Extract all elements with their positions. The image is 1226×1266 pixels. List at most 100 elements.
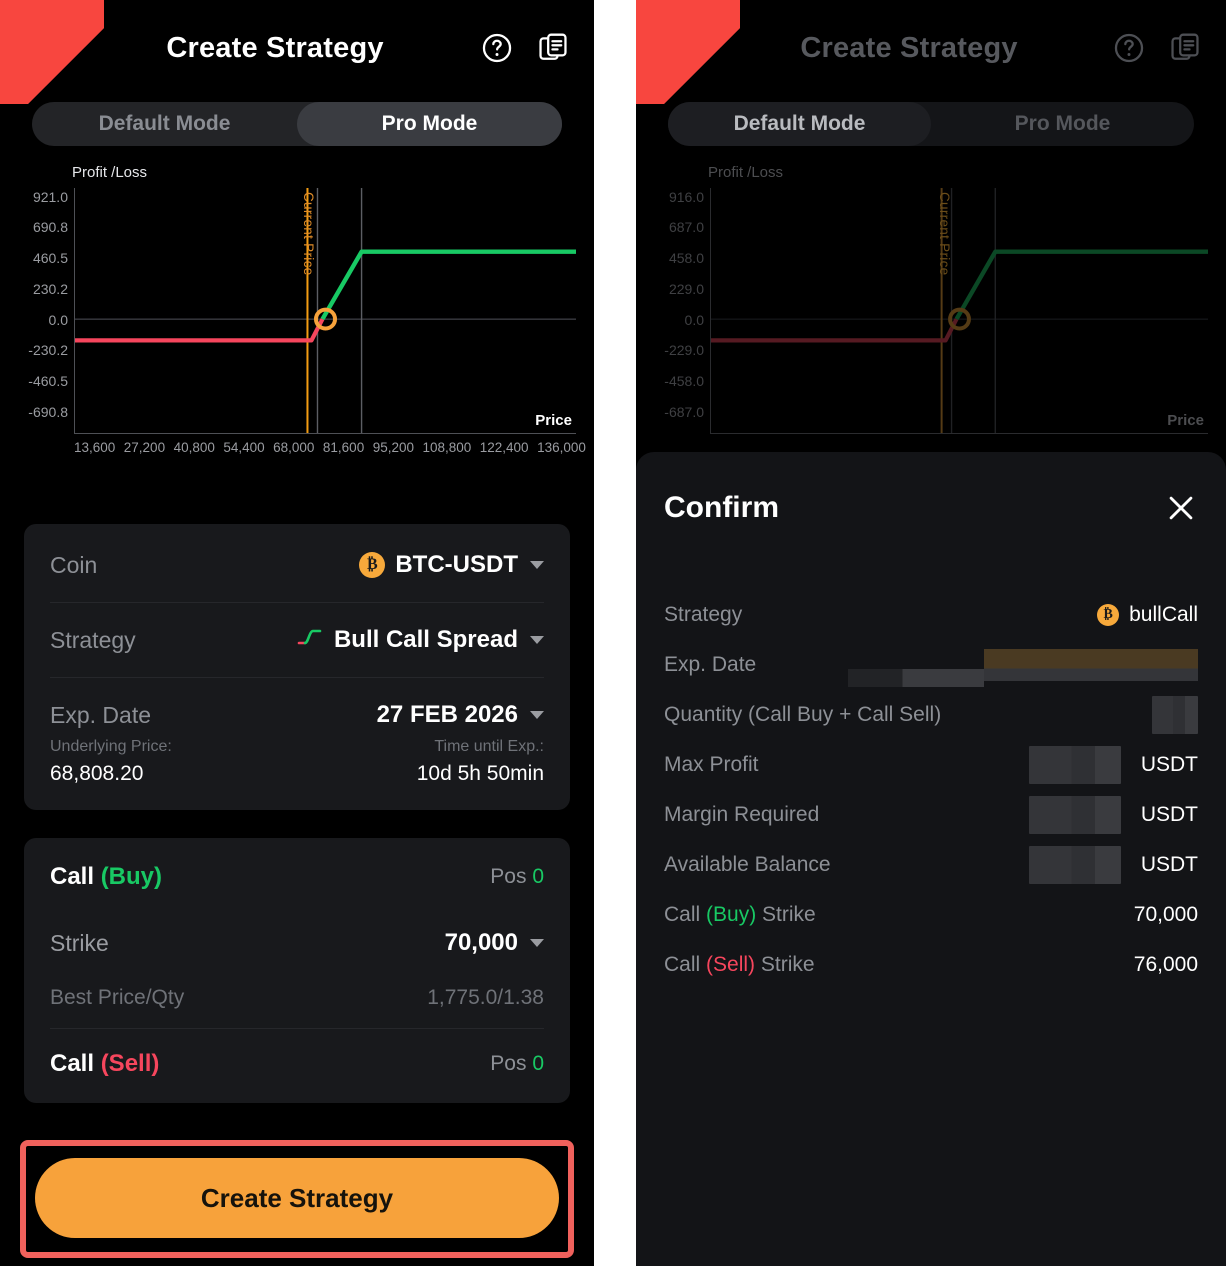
confirm-row-label: Strategy [664, 603, 743, 626]
tab-pro-mode[interactable]: Pro Mode [297, 102, 562, 146]
redacted-value [1028, 796, 1121, 834]
call-sell-title-main: Call [50, 1050, 95, 1077]
y-tick: -460.5 [28, 373, 68, 390]
confirm-row-unit: USDT [1140, 753, 1198, 776]
confirm-row-max-profit: Max Profit USDT [664, 740, 1198, 790]
expiry-date-row[interactable]: Exp. Date 27 FEB 2026 [50, 678, 544, 752]
call-buy-title: Call (Buy) [50, 863, 162, 891]
x-tick: 95,200 [372, 440, 414, 455]
confirm-row-label: Call (Sell) Strike [664, 953, 815, 977]
confirm-row-value-text: bullCall [1129, 603, 1198, 626]
y-tick: 0.0 [684, 311, 704, 328]
close-x-icon[interactable] [1164, 491, 1198, 525]
chart-plot-area: Current Price Price [74, 188, 576, 434]
help-circle-icon[interactable] [1112, 31, 1146, 65]
chart-x-tick-labels: 13,600 27,200 40,800 54,400 68,000 81,60… [74, 440, 586, 455]
bull-call-curve-icon [296, 624, 324, 657]
call-buy-strike-row[interactable]: Strike 70,000 [50, 912, 544, 974]
coin-value[interactable]: ₿ BTC-USDT [359, 551, 544, 579]
call-buy-title-main: Call [50, 863, 95, 890]
confirm-row-available-balance: Available Balance USDT [664, 840, 1198, 890]
payoff-chart: Profit /Loss 921.0 690.8 460.5 230.2 0.0… [0, 162, 594, 462]
y-tick: 460.5 [32, 250, 68, 267]
expiry-date-value[interactable]: 27 FEB 2026 [377, 701, 544, 729]
confirm-row-value: 70,000 [1133, 903, 1198, 926]
strategy-legs-card: Call (Buy) Pos 0 Strike 70,000 Best Pric… [24, 838, 570, 1103]
back-arrow-icon[interactable] [24, 22, 76, 74]
divider [50, 677, 544, 678]
y-tick: 0.0 [48, 311, 68, 328]
back-arrow-icon[interactable] [660, 22, 712, 74]
underlying-and-time-row: Underlying Price: 68,808.20 Time until E… [50, 738, 544, 806]
mode-toggle[interactable]: Default Mode Pro Mode [668, 102, 1194, 146]
confirm-row-exp-date: Exp. Date [664, 640, 1198, 690]
label-prefix: Call [664, 953, 707, 976]
y-tick: -230.2 [28, 342, 68, 359]
chevron-down-icon[interactable] [530, 561, 544, 569]
confirm-row-label: Max Profit [664, 753, 759, 776]
current-price-annotation: Current Price [301, 192, 316, 276]
confirm-row-value: USDT [1028, 846, 1198, 884]
payoff-chart: Profit /Loss 916.0 687.0 458.0 229.0 0.0… [636, 162, 1226, 462]
y-tick: 687.0 [668, 219, 704, 236]
chevron-down-icon[interactable] [530, 711, 544, 719]
call-sell-pos-label: Pos [490, 1052, 527, 1075]
call-sell-title-side: (Sell) [100, 1050, 160, 1077]
strategy-value-text: Bull Call Spread [333, 626, 518, 653]
confirm-sheet-title: Confirm [664, 491, 779, 524]
chart-y-axis-title: Profit /Loss [72, 164, 148, 181]
y-tick: 229.0 [668, 280, 704, 297]
confirm-row-value: ₿ bullCall [1097, 603, 1198, 627]
redacted-value [1028, 746, 1121, 784]
x-tick: 27,200 [123, 440, 166, 455]
create-strategy-button[interactable]: Create Strategy [35, 1158, 559, 1238]
app-bar-actions [480, 31, 570, 65]
x-tick: 136,000 [537, 440, 586, 455]
call-sell-pos-value: 0 [532, 1052, 544, 1075]
x-tick: 54,400 [223, 440, 265, 455]
x-tick: 122,400 [479, 440, 529, 455]
confirm-row-label: Call (Buy) Strike [664, 903, 816, 927]
underlying-price-value: 68,808.20 [50, 762, 144, 785]
call-sell-title: Call (Sell) [50, 1050, 159, 1078]
y-tick: -690.8 [28, 403, 68, 420]
call-buy-best-price-row: Best Price/Qty 1,775.0/1.38 [50, 974, 544, 1028]
time-until-expiry-value: 10d 5h 50min [416, 762, 544, 785]
annotation-highlight-box [20, 1140, 574, 1258]
strategy-row[interactable]: Strategy Bull Call Spread [50, 603, 544, 677]
chevron-down-icon[interactable] [530, 636, 544, 644]
confirm-row-margin-required: Margin Required USDT [664, 790, 1198, 840]
y-tick: 690.8 [32, 219, 68, 236]
right-phone-panel: Create Strategy [636, 0, 1226, 1266]
call-buy-best-value: 1,775.0/1.38 [427, 986, 544, 1009]
confirm-row-quantity: Quantity (Call Buy + Call Sell) [664, 690, 1198, 740]
y-tick: -458.0 [664, 373, 704, 390]
bitcoin-icon: ₿ [1097, 604, 1120, 626]
tab-default-mode[interactable]: Default Mode [98, 112, 231, 135]
strategy-value[interactable]: Bull Call Spread [296, 624, 544, 657]
call-buy-title-side: (Buy) [100, 863, 163, 890]
app-bar-actions [1112, 31, 1202, 65]
call-buy-strike-value[interactable]: 70,000 [445, 929, 544, 957]
mode-toggle[interactable]: Default Mode Pro Mode [32, 102, 562, 146]
label-tag: (Sell) [706, 953, 756, 976]
document-copy-icon[interactable] [536, 31, 570, 65]
tab-pro-mode[interactable]: Pro Mode [1014, 112, 1111, 135]
chart-y-tick-labels: 916.0 687.0 458.0 229.0 0.0 -229.0 -458.… [636, 188, 704, 434]
confirm-row-unit: USDT [1140, 803, 1198, 826]
create-strategy-footer: Create Strategy [0, 1130, 594, 1266]
label-suffix: Strike [756, 903, 816, 926]
tab-default-mode[interactable]: Default Mode [668, 102, 931, 146]
confirm-row-value: USDT [1028, 746, 1198, 784]
y-tick: -687.0 [664, 403, 704, 420]
strategy-label: Strategy [50, 626, 136, 653]
confirm-row-label: Exp. Date [664, 653, 757, 676]
chart-x-axis-title: Price [1167, 412, 1204, 429]
help-circle-icon[interactable] [480, 31, 514, 65]
confirm-row-value: 76,000 [1133, 953, 1198, 976]
coin-row[interactable]: Coin ₿ BTC-USDT [50, 528, 544, 602]
chevron-down-icon[interactable] [530, 939, 544, 947]
document-copy-icon[interactable] [1168, 31, 1202, 65]
app-bar: Create Strategy [636, 0, 1226, 96]
coin-value-text: BTC-USDT [395, 551, 518, 578]
